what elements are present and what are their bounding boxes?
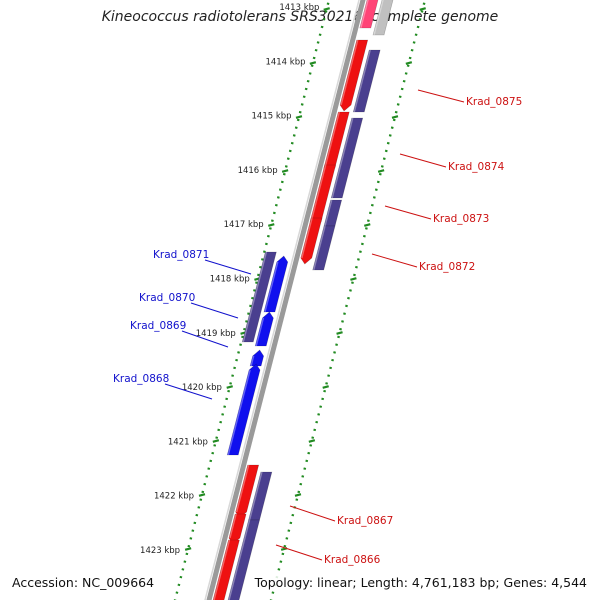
right-ruler-tick bbox=[294, 493, 302, 497]
reverse-gene bbox=[212, 539, 240, 600]
cds-block-shade bbox=[331, 117, 354, 199]
forward-gene-leader bbox=[164, 383, 213, 400]
ruler-label: 1417 kbp bbox=[224, 220, 264, 230]
reverse-gene-leader bbox=[289, 505, 336, 522]
left-ruler-tick bbox=[295, 115, 303, 119]
ruler-label: 1423 kbp bbox=[140, 546, 180, 556]
forward-gene-leader bbox=[181, 330, 229, 348]
backbone-line bbox=[206, 0, 366, 600]
forward-gene-shade bbox=[264, 261, 279, 313]
right-ruler-tick bbox=[308, 439, 316, 443]
reverse-gene-leader bbox=[275, 544, 323, 561]
reverse-gene-leader bbox=[371, 253, 418, 268]
cds-block bbox=[352, 49, 381, 113]
reverse-gene-label: Krad_0875 bbox=[466, 96, 522, 108]
right-ruler-tick bbox=[405, 61, 413, 65]
reverse-gene bbox=[300, 217, 323, 265]
ruler-label: 1416 kbp bbox=[238, 166, 278, 176]
topology-label: Topology: linear; Length: 4,761,183 bp; … bbox=[251, 575, 590, 590]
forward-gene-leader bbox=[190, 302, 239, 319]
cds-block bbox=[241, 251, 277, 343]
cds-block bbox=[227, 519, 260, 600]
reverse-gene-label: Krad_0874 bbox=[448, 161, 505, 173]
left-ruler-tick bbox=[281, 169, 289, 173]
cds-block-shade bbox=[353, 49, 371, 113]
left-ruler-tick bbox=[198, 493, 206, 497]
reverse-gene-shade bbox=[213, 539, 231, 600]
forward-gene-shade bbox=[255, 317, 265, 347]
ruler-label: 1413 kbp bbox=[279, 3, 319, 13]
left-ruler-tick bbox=[212, 439, 220, 443]
reverse-gene bbox=[339, 39, 369, 112]
reverse-gene-shade bbox=[301, 217, 313, 259]
left-ruler-tick bbox=[226, 385, 233, 389]
cds-block bbox=[312, 225, 336, 271]
left-ruler-tick bbox=[309, 61, 317, 65]
right-ruler-tick bbox=[350, 277, 357, 281]
reverse-gene-shade bbox=[229, 513, 237, 539]
cds-block-shade bbox=[312, 225, 326, 271]
reverse-gene-label: Krad_0873 bbox=[433, 213, 489, 225]
cds-block-partial bbox=[372, 0, 394, 36]
reverse-gene-shade bbox=[340, 39, 359, 106]
ruler-label: 1421 kbp bbox=[168, 437, 208, 447]
forward-gene bbox=[226, 363, 261, 456]
ruler-label: 1420 kbp bbox=[182, 383, 222, 393]
left-ruler-tick bbox=[184, 547, 192, 551]
ruler-label: 1419 kbp bbox=[196, 329, 236, 339]
reverse-gene-shade bbox=[235, 464, 250, 513]
left-ruler-tick bbox=[323, 7, 330, 11]
forward-gene-shade bbox=[227, 369, 251, 456]
accession-label: Accession: NC_009664 bbox=[9, 575, 158, 590]
cds-block-shade bbox=[228, 519, 251, 600]
reverse-gene-shade bbox=[324, 111, 340, 169]
reverse-gene-label: Krad_0867 bbox=[337, 515, 393, 527]
cds-block bbox=[330, 117, 364, 199]
ruler-label: 1414 kbp bbox=[265, 57, 305, 67]
ruler-label: 1415 kbp bbox=[252, 112, 292, 122]
left-ruler-tick bbox=[267, 223, 275, 227]
backbone-highlight bbox=[204, 0, 360, 600]
right-ruler-dots bbox=[269, 0, 427, 600]
forward-gene-label: Krad_0869 bbox=[130, 320, 186, 332]
forward-gene bbox=[254, 311, 274, 347]
ruler-label: 1422 kbp bbox=[154, 492, 194, 502]
reverse-gene-shade bbox=[310, 164, 327, 223]
forward-gene-leader bbox=[204, 259, 252, 275]
reverse-gene-partial-shade bbox=[360, 0, 369, 29]
cds-block-shade bbox=[248, 471, 263, 521]
ruler-label: 1418 kbp bbox=[210, 275, 250, 285]
reverse-gene-label: Krad_0872 bbox=[419, 261, 475, 273]
forward-gene-label: Krad_0871 bbox=[153, 249, 209, 261]
left-ruler-dots bbox=[173, 0, 331, 600]
reverse-gene-leader bbox=[417, 89, 465, 103]
reverse-gene-label: Krad_0866 bbox=[324, 554, 381, 566]
forward-gene bbox=[263, 255, 289, 313]
forward-gene-label: Krad_0868 bbox=[113, 373, 169, 385]
reverse-gene-leader bbox=[384, 205, 432, 220]
genome-title: Kineococcus radiotolerans SRS30216, comp… bbox=[101, 9, 499, 25]
cds-block-shade bbox=[242, 251, 268, 343]
cds-block-partial-shade bbox=[373, 0, 384, 36]
right-ruler-tick bbox=[377, 169, 385, 173]
right-ruler-tick bbox=[363, 223, 371, 227]
cds-block-shade bbox=[324, 199, 333, 227]
right-ruler-tick bbox=[322, 385, 329, 389]
reverse-gene-leader bbox=[399, 153, 447, 168]
forward-gene-label: Krad_0870 bbox=[139, 292, 195, 304]
right-ruler-tick bbox=[391, 115, 399, 119]
forward-gene bbox=[249, 349, 264, 367]
right-ruler-tick bbox=[419, 7, 426, 11]
reverse-gene-partial bbox=[359, 0, 379, 29]
right-ruler-tick bbox=[336, 331, 343, 335]
forward-gene-shade bbox=[250, 355, 255, 367]
